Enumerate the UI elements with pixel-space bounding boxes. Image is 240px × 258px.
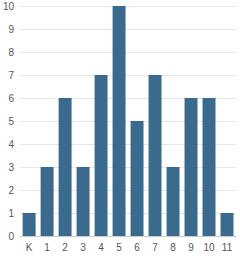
svg-text:3: 3: [9, 162, 15, 173]
svg-text:2: 2: [62, 242, 68, 253]
svg-text:1: 1: [44, 242, 50, 253]
svg-text:9: 9: [188, 242, 194, 253]
svg-text:6: 6: [134, 242, 140, 253]
svg-text:5: 5: [9, 116, 15, 127]
svg-text:5: 5: [116, 242, 122, 253]
svg-text:8: 8: [9, 47, 15, 58]
svg-text:9: 9: [9, 24, 15, 35]
svg-text:10: 10: [3, 1, 15, 12]
svg-text:7: 7: [9, 70, 15, 81]
svg-text:4: 4: [98, 242, 104, 253]
svg-text:0: 0: [9, 231, 15, 242]
svg-text:3: 3: [80, 242, 86, 253]
svg-text:11: 11: [222, 242, 233, 253]
svg-text:10: 10: [203, 242, 215, 253]
svg-text:K: K: [26, 242, 33, 253]
svg-text:1: 1: [9, 208, 15, 219]
svg-text:6: 6: [9, 93, 15, 104]
svg-text:2: 2: [9, 185, 15, 196]
svg-text:8: 8: [170, 242, 176, 253]
svg-text:7: 7: [152, 242, 158, 253]
svg-text:4: 4: [9, 139, 15, 150]
